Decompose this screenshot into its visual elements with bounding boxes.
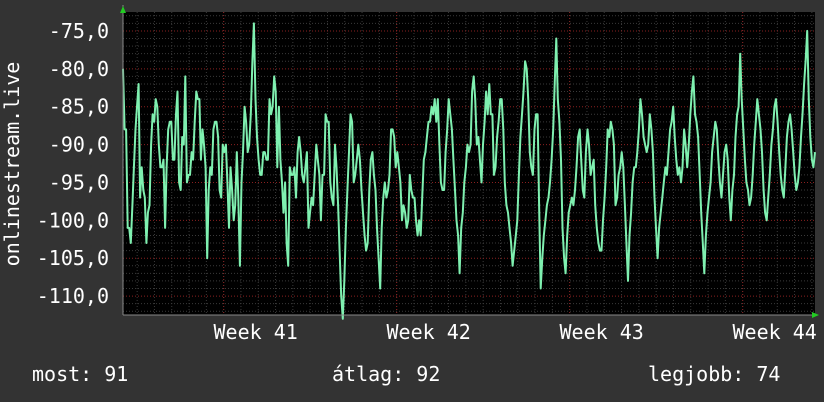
y-tick-label: -90,0 — [49, 133, 109, 157]
x-tick-label: Week 41 — [214, 320, 298, 344]
x-tick-label: Week 44 — [733, 320, 817, 344]
y-tick-label: -85,0 — [49, 95, 109, 119]
x-tick-label: Week 42 — [387, 320, 471, 344]
series-layer — [122, 22, 816, 320]
stat-current: most: 91 — [32, 362, 129, 386]
y-tick-label: -80,0 — [49, 57, 109, 81]
x-tick-labels: Week 41 Week 42 Week 43 Week 44 — [214, 320, 817, 344]
y-tick-labels: -75,0 -80,0 -85,0 -90,0 -95,0 -100,0 -105,0 -11… — [37, 19, 109, 308]
y-tick-label: -95,0 — [49, 170, 109, 194]
y-tick-label: -100,0 — [37, 208, 109, 232]
axes — [120, 5, 819, 318]
x-tick-label: Week 43 — [560, 320, 644, 344]
y-axis-arrow — [120, 6, 126, 13]
series-line — [122, 22, 816, 320]
y-axis-label: onlinestream.live — [0, 62, 24, 267]
x-axis-arrow — [812, 312, 819, 318]
y-tick-label: -105,0 — [37, 246, 109, 270]
y-tick-label: -110,0 — [37, 284, 109, 308]
stat-average: átlag: 92 — [332, 362, 441, 386]
stat-best: legjobb: 74 — [648, 362, 781, 386]
y-tick-label: -75,0 — [49, 19, 109, 43]
